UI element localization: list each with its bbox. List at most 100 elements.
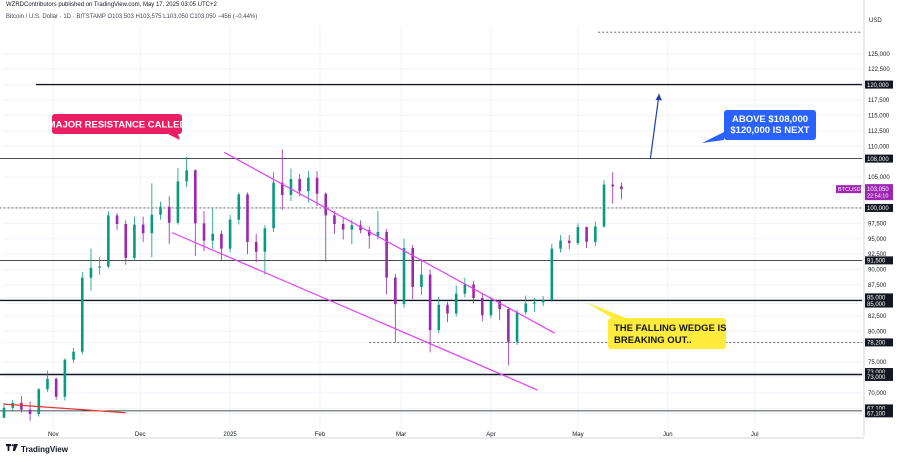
candle-body bbox=[324, 193, 328, 216]
y-tick-label: 125,000 bbox=[868, 52, 890, 58]
y-tick-label: 105,000 bbox=[868, 175, 890, 181]
level-badge-label: 108,000 bbox=[867, 157, 889, 163]
candle-body bbox=[150, 214, 154, 234]
candle-body bbox=[211, 233, 215, 241]
x-tick-label: Apr bbox=[486, 432, 495, 438]
y-tick-label: 112,500 bbox=[868, 129, 890, 135]
x-tick-label: Nov bbox=[48, 432, 59, 438]
candle-body bbox=[133, 224, 136, 258]
candle-body bbox=[567, 240, 571, 244]
candle-body bbox=[107, 215, 110, 267]
last-price-badge bbox=[865, 184, 893, 201]
candle-body bbox=[620, 186, 623, 190]
axes-layer: USD 125,000 122,500 117,500 115,000 112,500 11… bbox=[0, 0, 893, 439]
candle-body bbox=[307, 177, 310, 192]
y-tick-label: 122,500 bbox=[868, 67, 890, 73]
candle-body bbox=[202, 223, 206, 241]
level-badge bbox=[865, 372, 893, 381]
candle-body bbox=[559, 240, 562, 249]
candle-body bbox=[272, 182, 275, 229]
level-badge bbox=[865, 293, 893, 302]
tradingview-footer[interactable]: TradingView bbox=[6, 444, 68, 454]
candle-body bbox=[315, 177, 319, 194]
last-price-label: 103,050 bbox=[867, 187, 889, 193]
level-badge bbox=[865, 154, 893, 163]
wedge-callout-text-1: THE FALLING WEDGE IS bbox=[614, 323, 726, 334]
target-callout-text-2: $120,000 IS NEXT bbox=[730, 125, 809, 136]
publisher-line: WZRDContributors published on TradingVie… bbox=[6, 2, 217, 8]
x-tick-label: May bbox=[572, 432, 583, 438]
candle-body bbox=[394, 277, 397, 305]
red-trendline bbox=[3, 403, 126, 414]
candle-body bbox=[454, 293, 458, 314]
level-badge bbox=[865, 256, 893, 265]
candle-body bbox=[524, 303, 528, 313]
candle-body bbox=[289, 178, 293, 196]
wedge-callout-pointer bbox=[586, 302, 626, 318]
candle-body bbox=[167, 206, 171, 223]
y-tick-label: 117,500 bbox=[868, 98, 890, 104]
candle-body bbox=[263, 228, 267, 252]
candle-body bbox=[376, 232, 380, 236]
candle-body bbox=[254, 241, 258, 252]
candle-body bbox=[141, 224, 145, 234]
candle-body bbox=[237, 194, 241, 220]
candle-body bbox=[446, 304, 449, 314]
candle-body bbox=[194, 170, 197, 224]
candle-body bbox=[585, 227, 588, 242]
candle-body bbox=[507, 309, 510, 342]
candle-body bbox=[98, 266, 101, 268]
x-tick-label: Feb bbox=[315, 432, 326, 438]
y-tick-label: 87,500 bbox=[868, 283, 887, 289]
y-tick-label: 82,500 bbox=[868, 314, 887, 320]
y-tick-label: 115,000 bbox=[868, 113, 890, 119]
candle-body bbox=[333, 215, 336, 224]
wedge-lower-line bbox=[171, 232, 538, 391]
candle-body bbox=[341, 223, 345, 230]
level-badge bbox=[865, 299, 893, 308]
candle-body bbox=[428, 274, 432, 331]
level-badge-label: 67,100 bbox=[867, 412, 886, 418]
level-badge-label: 120,000 bbox=[867, 83, 889, 89]
candle-body bbox=[124, 223, 128, 258]
y-tick-label: 110,000 bbox=[868, 144, 890, 150]
candle-body bbox=[37, 389, 41, 414]
candle-body bbox=[63, 359, 67, 397]
candle-body bbox=[46, 378, 49, 390]
candle-body bbox=[489, 301, 493, 316]
x-tick-label: Mar bbox=[396, 432, 406, 438]
candle-body bbox=[298, 178, 301, 192]
level-badge-label: 85,000 bbox=[867, 302, 886, 308]
candle-body bbox=[80, 277, 84, 352]
candle-body bbox=[2, 407, 6, 418]
level-badge bbox=[865, 80, 893, 89]
x-tick-label: Jun bbox=[663, 432, 673, 438]
wedge-upper-line bbox=[224, 151, 556, 334]
candle-body bbox=[463, 284, 467, 294]
drawings-layer bbox=[3, 93, 662, 414]
candle-body bbox=[185, 170, 188, 182]
candle-body bbox=[176, 181, 180, 223]
candle-body bbox=[11, 402, 14, 408]
candle-body bbox=[541, 299, 545, 303]
candle-body bbox=[228, 219, 232, 249]
level-badge-label: 100,000 bbox=[867, 206, 889, 212]
candle-body bbox=[550, 248, 554, 300]
symbol-badge-label: BTCUSD bbox=[838, 187, 861, 193]
level-badge-label: 91,500 bbox=[867, 259, 886, 265]
level-badge-label: 73,000 bbox=[867, 375, 886, 381]
y-tick-label: 97,500 bbox=[868, 221, 887, 227]
target-arrow-head bbox=[655, 93, 662, 101]
x-tick-label: Jul bbox=[751, 432, 759, 438]
resistance-callout bbox=[52, 114, 182, 134]
candle-body bbox=[480, 298, 484, 316]
candle-body bbox=[54, 378, 58, 397]
target-callout-pointer bbox=[702, 132, 724, 143]
candle-body bbox=[159, 206, 162, 215]
candle-body bbox=[359, 225, 362, 231]
y-tick-label: 70,000 bbox=[868, 391, 887, 397]
candle-body bbox=[602, 184, 606, 227]
candle-body bbox=[367, 230, 371, 236]
